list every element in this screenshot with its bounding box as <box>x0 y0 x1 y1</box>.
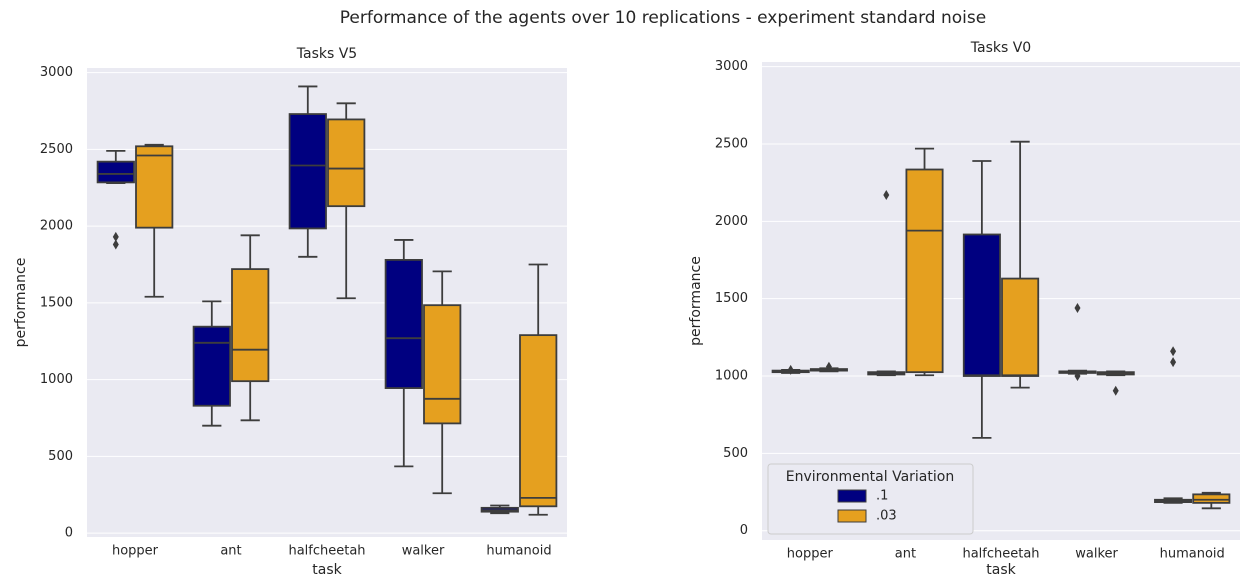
x-tick-label: humanoid <box>1160 547 1225 562</box>
outlier <box>1170 346 1177 357</box>
outlier <box>1170 357 1177 368</box>
box <box>962 233 1001 377</box>
x-tick-label: walker <box>402 544 445 559</box>
outlier <box>112 239 119 250</box>
outlier <box>1074 371 1081 382</box>
box-group <box>1096 370 1135 396</box>
y-tick-label: 0 <box>65 526 73 541</box>
y-tick-label: 2000 <box>40 219 73 234</box>
legend: Environmental Variation .1 .03 <box>767 463 974 535</box>
box-group <box>384 239 423 468</box>
y-tick-label: 500 <box>48 449 73 464</box>
plot-area <box>762 62 1240 540</box>
box <box>1001 277 1040 377</box>
box-group <box>96 150 135 250</box>
y-axis-label: performance <box>13 258 29 348</box>
outlier <box>1112 385 1119 396</box>
box-group <box>905 147 944 377</box>
y-tick-label: 2000 <box>715 214 748 229</box>
x-tick-label: walker <box>1075 547 1118 562</box>
legend-frame <box>767 463 974 535</box>
box-group <box>809 361 848 373</box>
box <box>192 325 231 407</box>
x-tick-label: halfcheetah <box>288 544 365 559</box>
y-tick-label: 2500 <box>715 136 748 151</box>
box-group <box>1154 346 1193 504</box>
box <box>288 113 327 230</box>
x-tick-label: hopper <box>787 547 834 562</box>
box-group <box>423 270 462 495</box>
outlier <box>787 364 794 375</box>
x-tick-label: hopper <box>112 544 159 559</box>
box-group <box>1001 140 1040 389</box>
x-tick-label: ant <box>895 547 916 562</box>
y-tick-label: 500 <box>723 446 748 461</box>
box <box>96 160 135 184</box>
box-group <box>519 263 558 516</box>
box <box>519 334 558 508</box>
x-tick-label: ant <box>220 544 241 559</box>
legend-label: .1 <box>876 489 888 504</box>
x-axis-label: task <box>986 562 1016 578</box>
box <box>327 118 366 208</box>
box <box>423 304 462 425</box>
y-tick-label: 2500 <box>40 142 73 157</box>
box-group <box>231 234 270 422</box>
x-tick-label: halfcheetah <box>962 547 1039 562</box>
box-group <box>327 102 366 300</box>
x-tick-label: humanoid <box>486 544 551 559</box>
legend-label: .03 <box>876 509 897 524</box>
legend-title: Environmental Variation <box>786 469 954 485</box>
box-group <box>480 504 519 515</box>
box-group <box>135 143 174 298</box>
box-group <box>1058 302 1097 382</box>
box-group <box>1192 491 1231 510</box>
outlier <box>112 231 119 242</box>
legend-swatch <box>837 489 867 503</box>
box-group <box>288 85 327 258</box>
legend-swatch <box>837 509 867 523</box>
outlier <box>1074 302 1081 313</box>
y-tick-label: 1500 <box>715 291 748 306</box>
y-tick-label: 0 <box>740 523 748 538</box>
box-group <box>962 160 1001 439</box>
outlier <box>825 361 832 372</box>
y-tick-label: 1000 <box>715 369 748 384</box>
box-group <box>867 190 906 377</box>
y-tick-label: 3000 <box>715 59 748 74</box>
box <box>231 268 270 383</box>
y-axis-label: performance <box>688 256 704 346</box>
outlier <box>883 190 890 201</box>
y-tick-label: 1500 <box>40 295 73 310</box>
subplot-title: Tasks V0 <box>970 40 1031 56</box>
box <box>384 258 423 389</box>
figure-title: Performance of the agents over 10 replic… <box>340 8 986 28</box>
box-group <box>192 300 231 427</box>
box-group <box>771 364 810 375</box>
x-axis-label: task <box>312 562 342 578</box>
box <box>1192 493 1231 504</box>
y-tick-label: 3000 <box>40 65 73 80</box>
box <box>905 168 944 374</box>
box <box>135 145 174 229</box>
subplot-title: Tasks V5 <box>296 46 357 62</box>
y-tick-label: 1000 <box>40 372 73 387</box>
